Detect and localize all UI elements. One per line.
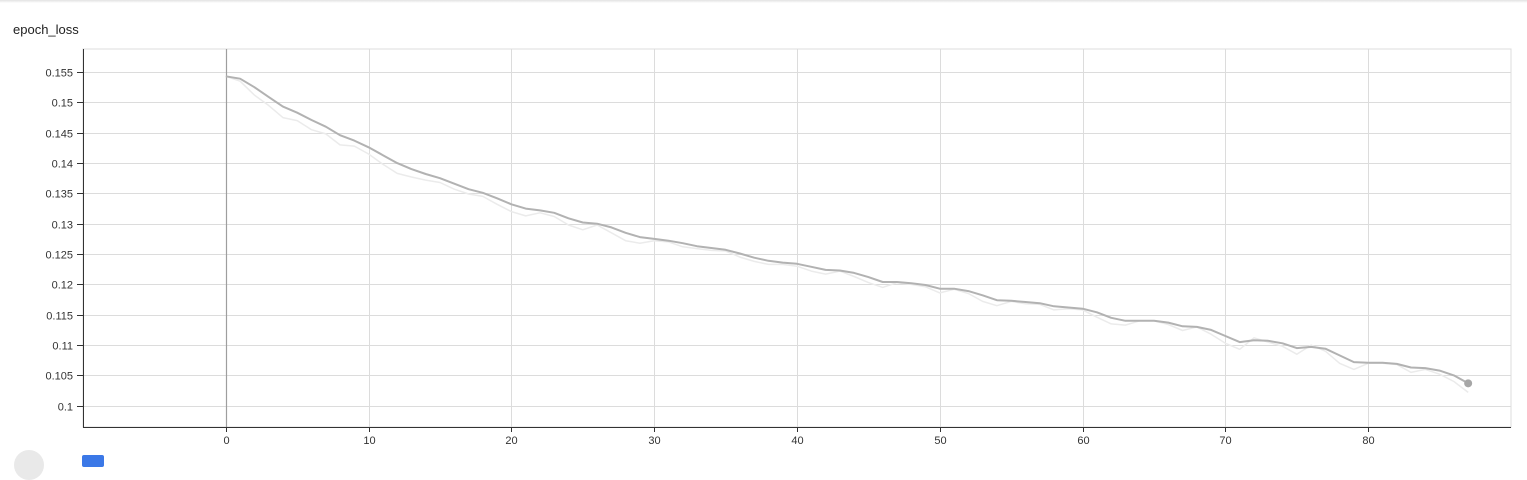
x-tick-label: 50: [934, 435, 946, 447]
y-tick-label: 0.12: [52, 280, 73, 292]
x-tick-label: 20: [505, 435, 517, 447]
x-tick-label: 80: [1362, 435, 1374, 447]
y-tick-label: 0.155: [45, 68, 73, 80]
y-tick-label: 0.125: [45, 250, 73, 262]
y-tick-label: 0.115: [46, 311, 73, 323]
x-tick-label: 0: [223, 435, 229, 447]
y-tick-label: 0.14: [52, 159, 73, 171]
card-top-shadow: [0, 0, 1527, 3]
y-tick-label: 0.145: [45, 129, 73, 141]
x-tick-label: 40: [791, 435, 803, 447]
y-tick-label: 0.105: [45, 371, 73, 383]
y-tick-label: 0.135: [45, 189, 73, 201]
y-tick-label: 0.13: [52, 220, 73, 232]
y-tick-label: 0.1: [58, 402, 73, 414]
smoothed-series-line: [225, 75, 1469, 385]
x-tick-label: 30: [648, 435, 660, 447]
chart-title: epoch_loss: [13, 22, 79, 37]
x-tick-label: 70: [1219, 435, 1231, 447]
y-tick-label: 0.11: [52, 341, 73, 353]
toggle-circle-icon[interactable]: [14, 450, 44, 480]
raw-series-line: [225, 75, 1469, 393]
x-tick-label: 10: [363, 435, 375, 447]
y-tick-label: 0.15: [52, 98, 73, 110]
chart-plot-area[interactable]: 0.1 0.105 0.11 0.115 0.12 0.125 0.13 0.135 0.14 0…: [0, 0, 1527, 457]
x-tick-label: 60: [1077, 435, 1089, 447]
series-end-marker: [1464, 379, 1473, 388]
